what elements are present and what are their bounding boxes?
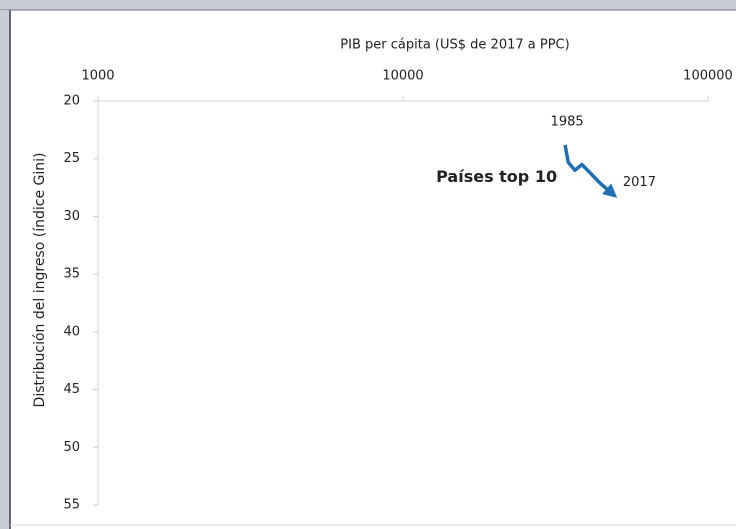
y-tick-label: 35: [63, 267, 80, 282]
y-tick-label: 40: [63, 324, 80, 339]
y-tick-label: 50: [63, 440, 80, 455]
x-tick-label: 10000: [382, 69, 423, 84]
end-label: 2017: [623, 175, 656, 190]
y-tick-label: 25: [63, 151, 80, 166]
x-tick-label: 100000: [683, 69, 733, 84]
x-tick-label: 1000: [81, 69, 114, 84]
start-label: 1985: [551, 114, 584, 129]
y-axis-title: Distribución del ingreso (índice Gini): [32, 153, 48, 408]
y-tick-label: 30: [63, 209, 80, 224]
y-tick-label: 55: [63, 498, 80, 513]
window-top-bar: [0, 0, 736, 10]
y-tick-label: 45: [63, 382, 80, 397]
window-left-bar: [0, 10, 10, 529]
series-label: Países top 10: [436, 167, 557, 186]
y-tick-label: 20: [63, 94, 80, 109]
series-line: [563, 144, 618, 198]
x-axis-title: PIB per cápita (US$ de 2017 a PPC): [340, 38, 569, 53]
